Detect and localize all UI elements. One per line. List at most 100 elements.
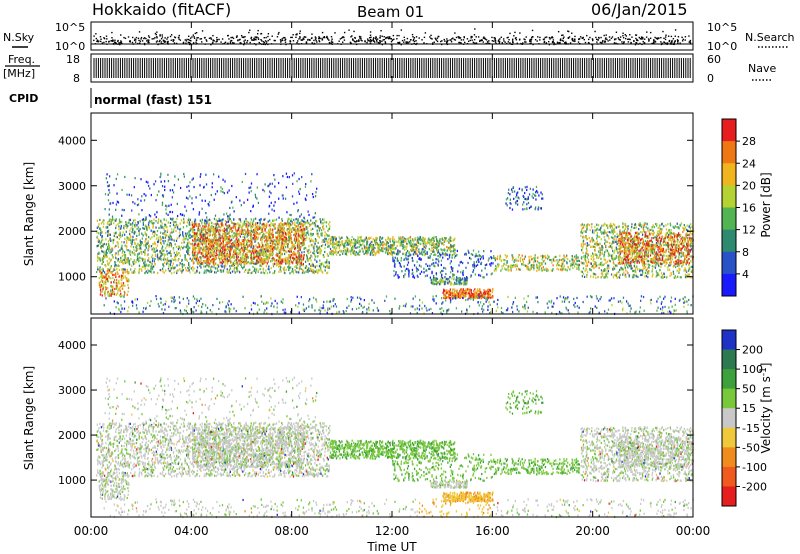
power-cell bbox=[183, 239, 184, 241]
power-cell bbox=[156, 247, 157, 249]
power-cell bbox=[154, 235, 155, 237]
power-cell bbox=[182, 263, 183, 265]
power-cell bbox=[301, 219, 302, 221]
power-cell bbox=[163, 242, 164, 244]
power-cell bbox=[164, 257, 165, 259]
power-cell bbox=[308, 245, 309, 247]
power-cell bbox=[176, 264, 177, 266]
power-cell bbox=[254, 270, 255, 272]
power-cell bbox=[120, 232, 121, 234]
power-cell bbox=[312, 271, 313, 273]
power-cell bbox=[216, 271, 217, 273]
power-cell bbox=[215, 267, 216, 269]
power-cell bbox=[102, 221, 103, 223]
power-cell bbox=[103, 255, 104, 257]
power-cell bbox=[123, 225, 124, 227]
power-cell bbox=[273, 265, 274, 267]
power-cell bbox=[156, 234, 157, 236]
power-cell bbox=[216, 219, 217, 221]
noise-dots bbox=[91, 28, 693, 45]
power-cell bbox=[124, 234, 125, 236]
power-cell bbox=[188, 262, 189, 264]
power-cell bbox=[180, 255, 181, 257]
power-cell bbox=[109, 262, 110, 264]
power-cell bbox=[147, 259, 148, 261]
power-cell bbox=[105, 238, 106, 240]
power-cell bbox=[152, 243, 153, 245]
power-cell bbox=[176, 218, 177, 220]
power-cell bbox=[248, 222, 249, 224]
power-cell bbox=[283, 267, 284, 269]
power-cell bbox=[183, 269, 184, 271]
power-cell bbox=[179, 268, 180, 270]
power-cell bbox=[227, 251, 228, 253]
power-cell bbox=[138, 253, 139, 255]
power-cell bbox=[139, 248, 140, 250]
power-cell bbox=[241, 266, 242, 268]
power-cell bbox=[97, 268, 98, 270]
power-cell bbox=[315, 266, 316, 268]
power-cell bbox=[170, 264, 171, 266]
power-cell bbox=[126, 231, 127, 233]
power-cell bbox=[118, 253, 119, 255]
power-cell bbox=[137, 258, 138, 260]
power-cell bbox=[102, 263, 103, 265]
power-cell bbox=[327, 261, 328, 263]
power-cell bbox=[134, 239, 135, 241]
power-cell bbox=[181, 246, 182, 248]
power-cell bbox=[132, 231, 133, 233]
power-cell bbox=[288, 236, 289, 238]
power-cell bbox=[113, 219, 114, 221]
power-cell bbox=[328, 245, 329, 247]
power-cell bbox=[138, 226, 139, 228]
power-cell bbox=[109, 258, 110, 260]
power-cell bbox=[119, 219, 120, 221]
power-cell bbox=[187, 221, 188, 223]
power-cell bbox=[99, 266, 100, 268]
power-cell bbox=[192, 245, 193, 247]
power-cell bbox=[98, 223, 99, 225]
power-cell bbox=[179, 231, 180, 233]
power-cell bbox=[133, 220, 134, 222]
power-cell bbox=[306, 226, 307, 228]
power-cell bbox=[169, 234, 170, 236]
power-cell bbox=[121, 245, 122, 247]
power-cell bbox=[307, 269, 308, 271]
power-cell bbox=[167, 257, 168, 259]
power-cell bbox=[222, 218, 223, 220]
power-cell bbox=[147, 269, 148, 271]
power-cell bbox=[136, 250, 137, 252]
power-cell bbox=[173, 259, 174, 261]
power-cell bbox=[189, 230, 190, 232]
power-cell bbox=[108, 264, 109, 266]
power-cell bbox=[270, 222, 271, 224]
power-cell bbox=[105, 265, 106, 267]
nave-tick-top: 60 bbox=[707, 53, 721, 66]
power-cell bbox=[314, 250, 315, 252]
power-cell bbox=[223, 258, 224, 260]
power-cell bbox=[246, 236, 247, 238]
power-cell bbox=[170, 222, 171, 224]
power-cell bbox=[181, 242, 182, 244]
power-cell bbox=[324, 238, 325, 240]
power-cell bbox=[326, 265, 327, 267]
power-cell bbox=[229, 265, 230, 267]
power-cell bbox=[224, 260, 225, 262]
power-cell bbox=[274, 272, 275, 274]
power-cell bbox=[309, 263, 310, 265]
power-cell bbox=[189, 269, 190, 271]
power-cell bbox=[247, 272, 248, 274]
power-cell bbox=[164, 240, 165, 242]
power-cell bbox=[235, 271, 236, 273]
power-cell bbox=[234, 267, 235, 269]
power-cell bbox=[309, 238, 310, 240]
power-cell bbox=[103, 219, 104, 221]
power-cell bbox=[209, 231, 210, 233]
power-cell bbox=[98, 232, 99, 234]
power-cell bbox=[327, 267, 328, 269]
power-cell bbox=[174, 256, 175, 258]
power-cell bbox=[145, 267, 146, 269]
power-cell bbox=[188, 241, 189, 243]
power-cell bbox=[295, 242, 296, 244]
power-cell bbox=[233, 219, 234, 221]
